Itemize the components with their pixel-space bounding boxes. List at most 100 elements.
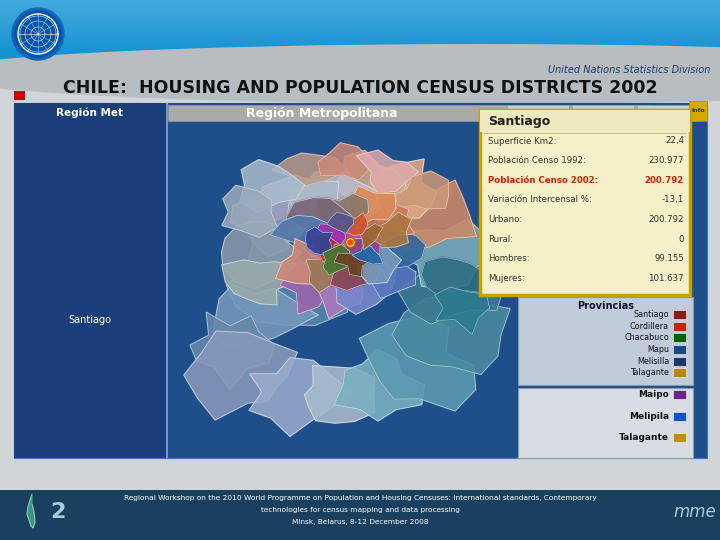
Bar [168, 105, 652, 121]
Bar [0, 36, 720, 37]
Text: Rural:: Rural: [488, 234, 513, 244]
Bar [0, 31, 720, 32]
Bar [0, 51, 720, 52]
Polygon shape [393, 219, 496, 291]
Bar [0, 4, 720, 5]
Polygon shape [190, 312, 275, 390]
Text: United Nations Statistics Division: United Nations Statistics Division [548, 65, 710, 75]
Polygon shape [359, 316, 476, 411]
Bar [0, 60, 720, 61]
Bar [507, 105, 569, 121]
Bar [480, 110, 690, 295]
Polygon shape [310, 234, 344, 262]
Text: Urbano:: Urbano: [488, 215, 522, 224]
Text: 101.637: 101.637 [649, 274, 684, 283]
Text: Cordillera: Cordillera [630, 322, 669, 330]
Polygon shape [332, 236, 366, 264]
Bar [0, 15, 720, 16]
Text: Talagante: Talagante [619, 433, 669, 442]
Bar [0, 64, 720, 65]
Bar [0, 41, 720, 42]
Bar [0, 22, 720, 23]
Bar [0, 46, 720, 47]
Bar [0, 25, 720, 26]
Polygon shape [222, 260, 299, 305]
Bar [0, 45, 720, 46]
Text: 99.155: 99.155 [654, 254, 684, 263]
Text: Chacabuco: Chacabuco [624, 333, 669, 342]
Bar [0, 23, 720, 24]
Bar [0, 29, 720, 30]
Polygon shape [367, 212, 412, 247]
Bar [0, 12, 720, 13]
Text: 2: 2 [50, 502, 66, 522]
Bar [673, 333, 686, 342]
Polygon shape [230, 187, 308, 256]
Polygon shape [354, 159, 437, 222]
Polygon shape [226, 243, 359, 325]
Bar [0, 26, 720, 27]
Text: technologies for census mapping and data processing: technologies for census mapping and data… [261, 507, 459, 513]
Polygon shape [323, 244, 350, 275]
Bar [0, 42, 720, 43]
Circle shape [15, 11, 61, 57]
Text: inicio: inicio [528, 109, 548, 118]
Polygon shape [334, 349, 424, 421]
Bar [14, 103, 707, 458]
Polygon shape [364, 256, 416, 299]
Bar [0, 61, 720, 62]
Text: Superficie Km2:: Superficie Km2: [488, 137, 557, 145]
Bar [0, 2, 720, 3]
Bar [483, 133, 687, 134]
Bar [0, 50, 720, 51]
Bar [0, 6, 720, 7]
Ellipse shape [0, 44, 720, 104]
Bar [0, 38, 720, 39]
Polygon shape [276, 239, 332, 285]
Text: Mujeres:: Mujeres: [488, 274, 525, 283]
Polygon shape [284, 168, 379, 224]
Polygon shape [357, 224, 383, 249]
Text: Población Censo 2002:: Población Censo 2002: [488, 176, 598, 185]
Bar [166, 103, 168, 458]
Bar [0, 55, 720, 56]
Polygon shape [330, 246, 379, 291]
Text: Maipo: Maipo [638, 390, 669, 399]
Text: info: info [691, 109, 705, 113]
Bar [0, 71, 720, 72]
Polygon shape [356, 150, 418, 194]
Bar [0, 58, 720, 59]
Bar [0, 48, 720, 49]
Polygon shape [249, 357, 353, 436]
Text: -13,1: -13,1 [662, 195, 684, 204]
Polygon shape [336, 261, 396, 314]
Polygon shape [421, 257, 487, 297]
Bar [0, 16, 720, 17]
Text: mme: mme [674, 503, 716, 521]
Circle shape [12, 8, 64, 60]
Bar [0, 17, 720, 18]
Polygon shape [319, 273, 364, 319]
Bar [0, 19, 720, 20]
Bar [0, 70, 720, 71]
Polygon shape [435, 287, 490, 334]
Bar [0, 0, 720, 1]
Bar [0, 68, 720, 69]
Bar [0, 63, 720, 78]
Bar [0, 18, 720, 19]
Bar [0, 11, 720, 12]
Bar [0, 56, 720, 57]
Bar [0, 37, 720, 38]
Bar [0, 33, 720, 34]
Bar [0, 72, 720, 73]
Polygon shape [246, 175, 338, 241]
Bar [0, 28, 720, 29]
Bar [0, 21, 720, 22]
Polygon shape [271, 153, 346, 187]
Polygon shape [392, 295, 510, 375]
Text: ver regiones \: ver regiones \ [577, 109, 629, 118]
Polygon shape [334, 253, 369, 276]
Polygon shape [344, 231, 380, 259]
Polygon shape [352, 245, 383, 264]
Bar [0, 49, 720, 50]
